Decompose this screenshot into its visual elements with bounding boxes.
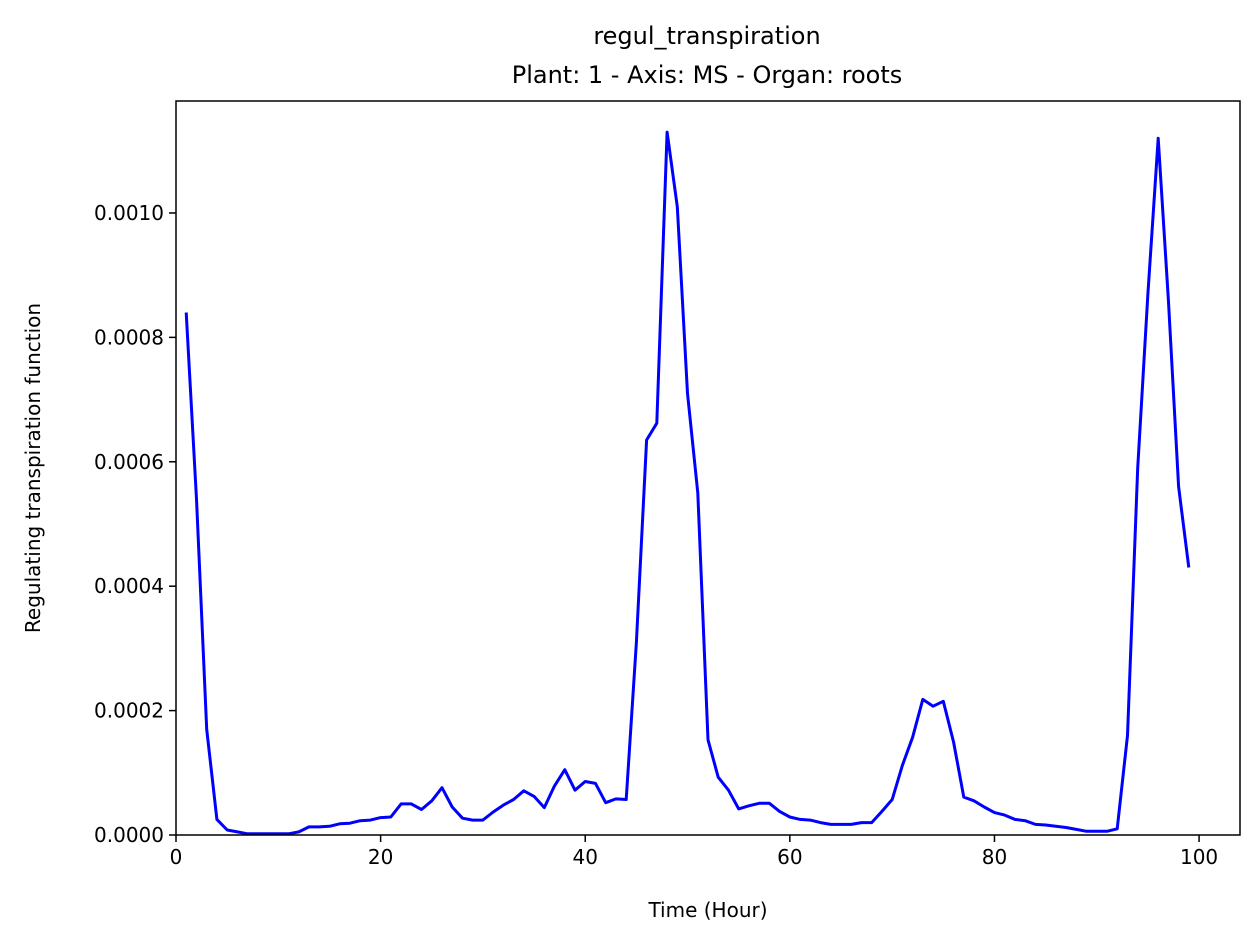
x-tick-label: 60 bbox=[777, 845, 802, 869]
x-axis-ticks: 0 20 40 60 80 100 bbox=[170, 835, 1218, 869]
series-line bbox=[184, 130, 1191, 836]
y-tick-label: 0.0000 bbox=[94, 823, 164, 847]
y-tick-label: 0.0010 bbox=[94, 201, 164, 225]
x-tick-label: 80 bbox=[982, 845, 1007, 869]
x-tick-label: 40 bbox=[573, 845, 598, 869]
y-axis-label: Regulating transpiration function bbox=[21, 303, 45, 633]
y-tick-label: 0.0008 bbox=[94, 325, 164, 349]
chart-title: regul_transpiration bbox=[593, 22, 820, 50]
y-tick-label: 0.0004 bbox=[94, 574, 164, 598]
x-tick-label: 100 bbox=[1180, 845, 1218, 869]
y-tick-label: 0.0002 bbox=[94, 699, 164, 723]
y-tick-label: 0.0006 bbox=[94, 450, 164, 474]
chart-subtitle: Plant: 1 - Axis: MS - Organ: roots bbox=[512, 61, 903, 89]
x-axis-label: Time (Hour) bbox=[647, 898, 767, 922]
x-tick-label: 20 bbox=[368, 845, 393, 869]
plot-area-frame bbox=[175, 100, 1241, 836]
y-axis-ticks: 0.0000 0.0002 0.0004 0.0006 0.0008 0.0010 bbox=[94, 201, 176, 847]
x-tick-label: 0 bbox=[170, 845, 183, 869]
